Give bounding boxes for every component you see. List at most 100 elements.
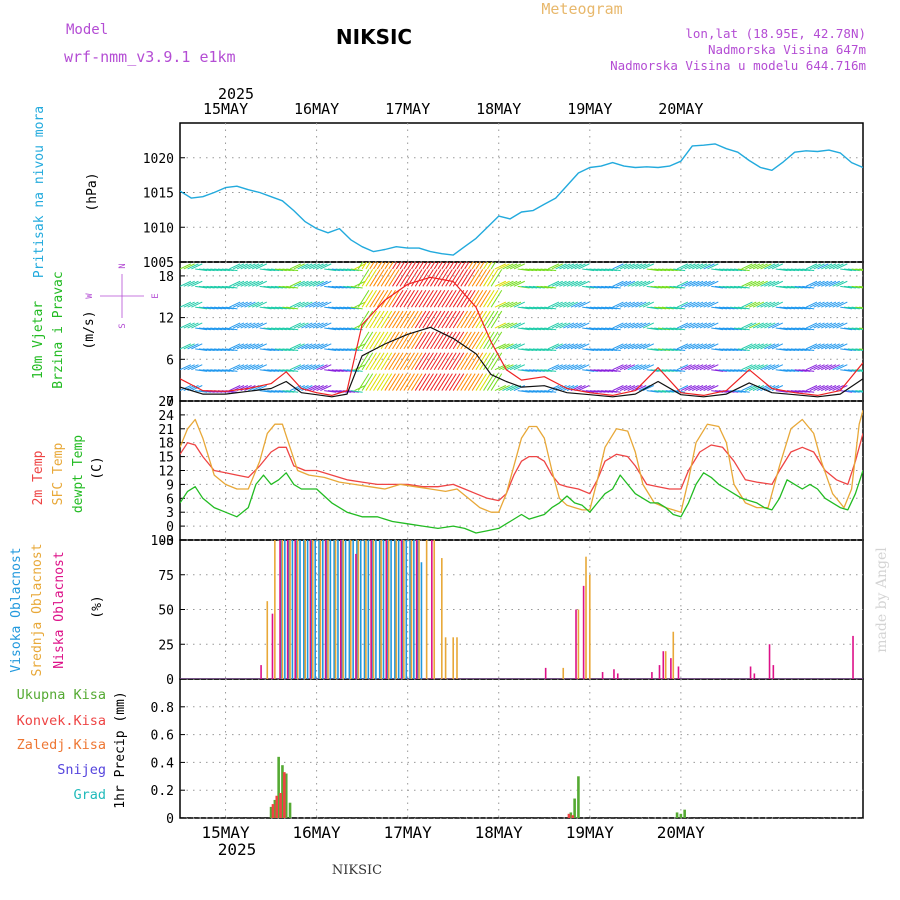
wind-barb (278, 306, 291, 310)
wind-barb (502, 343, 514, 350)
wind-barb (437, 289, 450, 308)
wind-barb (357, 289, 370, 308)
wind-barb (566, 301, 579, 308)
wind-barb (445, 352, 457, 370)
wind-barb (471, 262, 478, 270)
cloud-bar (852, 635, 854, 679)
compass-n: N (118, 263, 128, 268)
wind-barb (191, 280, 203, 287)
top-day-label: 20MAY (658, 100, 703, 118)
cloud-bar (544, 667, 547, 679)
wind-barb (775, 268, 788, 272)
wind-barb (506, 343, 518, 350)
cloud-bar (371, 540, 373, 679)
wind-barb (699, 364, 711, 371)
wind-barb (828, 322, 840, 329)
wind-barb (225, 306, 238, 310)
wind-barb (859, 268, 863, 270)
wind-barb (646, 268, 659, 272)
wind-barb (809, 263, 821, 270)
wind-barb (665, 268, 678, 272)
wind-barb (722, 327, 735, 331)
wind-barb (536, 327, 549, 331)
wind-barb (847, 306, 860, 310)
wind-barb (851, 285, 863, 289)
wind-barb (286, 348, 299, 352)
wind-barb (498, 322, 510, 329)
cloud-bar (416, 540, 419, 679)
wind-barb (460, 373, 472, 391)
wind-barb (851, 348, 863, 351)
wind-barb (790, 348, 803, 352)
wind-barb (456, 262, 462, 270)
wind-barb (380, 269, 393, 287)
wind-barb (361, 262, 368, 270)
precip-bar (679, 813, 683, 818)
wind-barb (566, 263, 579, 270)
wind-barb (563, 322, 575, 329)
wind-barb (684, 322, 696, 329)
wind-barb (851, 268, 863, 272)
cloud-bar (279, 540, 281, 679)
pressure-ticks: 1005 1010 1015 1020 (143, 152, 863, 271)
wind-barb (452, 289, 465, 308)
wind-barb (414, 373, 427, 391)
wind-barb (346, 306, 359, 310)
wind-barb (191, 343, 203, 350)
wind-barb (225, 369, 238, 372)
wind-barb (741, 322, 753, 329)
wind-barb (301, 364, 313, 371)
wind-tick-label: 0 (166, 395, 174, 410)
wind-barb (828, 263, 840, 270)
wind-barb (357, 331, 370, 350)
wind-barb (460, 310, 472, 329)
wind-barb (195, 268, 208, 272)
wind-barb (248, 364, 260, 371)
wind-barb (673, 369, 686, 372)
cloud-bar (395, 540, 398, 679)
wind-barb (403, 289, 415, 308)
wind-barb (612, 301, 624, 308)
wind-barb (327, 369, 340, 372)
wind-barb (297, 385, 309, 392)
wind-barb (832, 343, 844, 350)
wind-barb (316, 301, 328, 308)
wind-barb (627, 322, 639, 329)
wind-barb (540, 369, 553, 372)
wind-barb (343, 327, 356, 331)
wind-barb (563, 301, 575, 308)
temperature-tick-label: 0 (166, 520, 174, 535)
wind-barb (274, 327, 287, 331)
wind-barb (828, 364, 840, 371)
wind-barb (699, 263, 711, 270)
wind-barb (536, 268, 549, 272)
precip-bars (180, 756, 863, 818)
cloud-bar (400, 540, 403, 679)
wind-barb (544, 390, 557, 393)
wind-barb (665, 369, 678, 372)
precip-ticks: 0 0.2 0.4 0.6 0.8 (151, 701, 863, 827)
wind-barb (445, 269, 457, 287)
wind-barb (475, 331, 487, 350)
wind-barb (422, 331, 434, 350)
wind-barb (635, 301, 647, 308)
wind-barb (486, 289, 499, 308)
wind-barb (862, 286, 863, 287)
cloud-bar (397, 540, 400, 679)
precip-label-5: Grad (73, 787, 106, 803)
cloud-bar (677, 666, 680, 679)
wind-barb (274, 348, 287, 352)
wind-barb (544, 327, 557, 331)
wind-barb (202, 327, 215, 331)
wind-barb (760, 301, 772, 308)
cloud-bar (390, 540, 392, 679)
wind-barb (282, 306, 295, 310)
wind-barb (798, 348, 811, 352)
wind-barb (752, 301, 765, 308)
wind-barb (703, 343, 715, 350)
wind-barb (240, 322, 252, 329)
wind-barb (180, 385, 192, 392)
panel-frame-1 (179, 122, 864, 263)
wind-barb (316, 280, 328, 287)
wind-barb (593, 268, 606, 272)
